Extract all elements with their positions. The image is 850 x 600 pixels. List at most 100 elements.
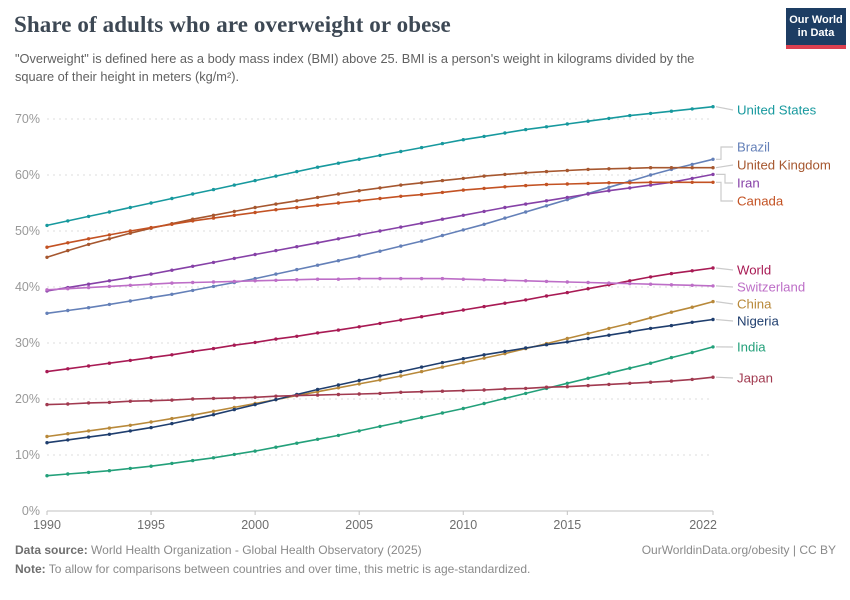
series-label-world[interactable]: World [737, 263, 771, 278]
series-world[interactable]: World [45, 263, 771, 374]
data-point [544, 385, 549, 389]
data-point [503, 172, 507, 177]
series-iran[interactable]: Iran [45, 172, 760, 293]
data-point [461, 176, 465, 181]
data-point [295, 334, 299, 338]
data-point [669, 283, 674, 287]
data-point [440, 233, 445, 238]
data-point [149, 399, 153, 403]
label-connector-japan [715, 376, 734, 379]
data-point [399, 420, 403, 424]
series-china[interactable]: China [45, 297, 772, 439]
data-point [440, 365, 445, 369]
series-switzerland[interactable]: Switzerland [45, 276, 805, 295]
series-label-nigeria[interactable]: Nigeria [737, 314, 779, 329]
data-point [503, 301, 507, 305]
series-label-canada[interactable]: Canada [737, 194, 784, 209]
data-point [565, 385, 569, 389]
series-label-iran[interactable]: Iran [737, 176, 760, 191]
data-point [524, 183, 528, 188]
data-point [128, 205, 132, 210]
series-canada[interactable]: Canada [45, 180, 784, 249]
label-connector-iran [716, 173, 733, 184]
data-point [482, 186, 486, 191]
data-point [253, 395, 257, 399]
data-point [711, 317, 715, 322]
data-point [315, 195, 320, 200]
data-point [357, 392, 361, 396]
data-point [211, 409, 216, 413]
data-point [399, 183, 403, 187]
series-label-brazil[interactable]: Brazil [737, 140, 770, 155]
data-point [45, 223, 49, 228]
data-point [66, 432, 70, 436]
series-japan[interactable]: Japan [45, 371, 773, 407]
series-india[interactable]: India [45, 340, 766, 478]
data-point [524, 202, 528, 206]
data-point [648, 275, 653, 279]
data-point [86, 242, 91, 247]
data-point [315, 263, 320, 267]
data-point [419, 390, 424, 394]
data-point [211, 216, 216, 220]
data-point [440, 311, 445, 315]
data-point [86, 364, 91, 368]
data-point [211, 260, 216, 265]
data-point [648, 326, 653, 331]
data-point [586, 376, 590, 380]
data-point [648, 183, 653, 187]
data-point [544, 199, 549, 203]
series-label-switzerland[interactable]: Switzerland [737, 280, 805, 295]
series-line-united-kingdom[interactable] [46, 166, 713, 259]
data-point [628, 181, 632, 185]
data-point [607, 382, 611, 387]
data-point [170, 461, 174, 466]
series-line-canada[interactable] [46, 181, 713, 248]
data-point [440, 276, 445, 281]
data-point [565, 122, 569, 126]
data-point [66, 248, 70, 253]
data-point [232, 256, 236, 261]
data-point [565, 340, 569, 344]
credit-link[interactable]: OurWorldinData.org/obesity | CC BY [641, 543, 836, 557]
data-point [149, 464, 153, 468]
series-line-india[interactable] [46, 346, 714, 477]
data-point [399, 194, 403, 198]
owid-logo[interactable]: Our World in Data [786, 8, 846, 49]
series-brazil[interactable]: Brazil [45, 140, 770, 315]
series-label-united-kingdom[interactable]: United Kingdom [737, 158, 831, 173]
series-label-united-states[interactable]: United States [737, 103, 817, 118]
data-point [170, 292, 174, 296]
owid-logo-line2: in Data [797, 27, 835, 39]
data-point [66, 308, 70, 313]
data-point [86, 282, 91, 286]
data-point [170, 196, 174, 201]
data-point [628, 366, 632, 370]
data-point [628, 381, 632, 385]
series-label-china[interactable]: China [737, 297, 772, 312]
data-point [669, 271, 674, 276]
data-point [45, 369, 49, 374]
data-point [419, 415, 424, 420]
data-point [711, 266, 715, 270]
data-point [482, 209, 486, 214]
data-point [419, 315, 424, 319]
data-point [107, 279, 112, 283]
data-point [315, 331, 320, 335]
data-point [149, 420, 153, 424]
data-point [45, 288, 49, 292]
x-tick-label-1995: 1995 [137, 518, 165, 532]
series-label-india[interactable]: India [737, 340, 766, 355]
series-line-united-states[interactable] [46, 105, 714, 227]
series-united-states[interactable]: United States [45, 103, 817, 228]
owid-logo-line1: Our World [789, 14, 843, 26]
data-point [211, 396, 216, 401]
data-point [295, 441, 299, 445]
data-source-label: Data source: [15, 543, 88, 557]
series-nigeria[interactable]: Nigeria [45, 314, 779, 445]
series-label-japan[interactable]: Japan [737, 371, 773, 386]
data-point [315, 241, 320, 245]
data-point [607, 185, 611, 189]
data-point [482, 222, 486, 226]
data-point [128, 429, 132, 433]
